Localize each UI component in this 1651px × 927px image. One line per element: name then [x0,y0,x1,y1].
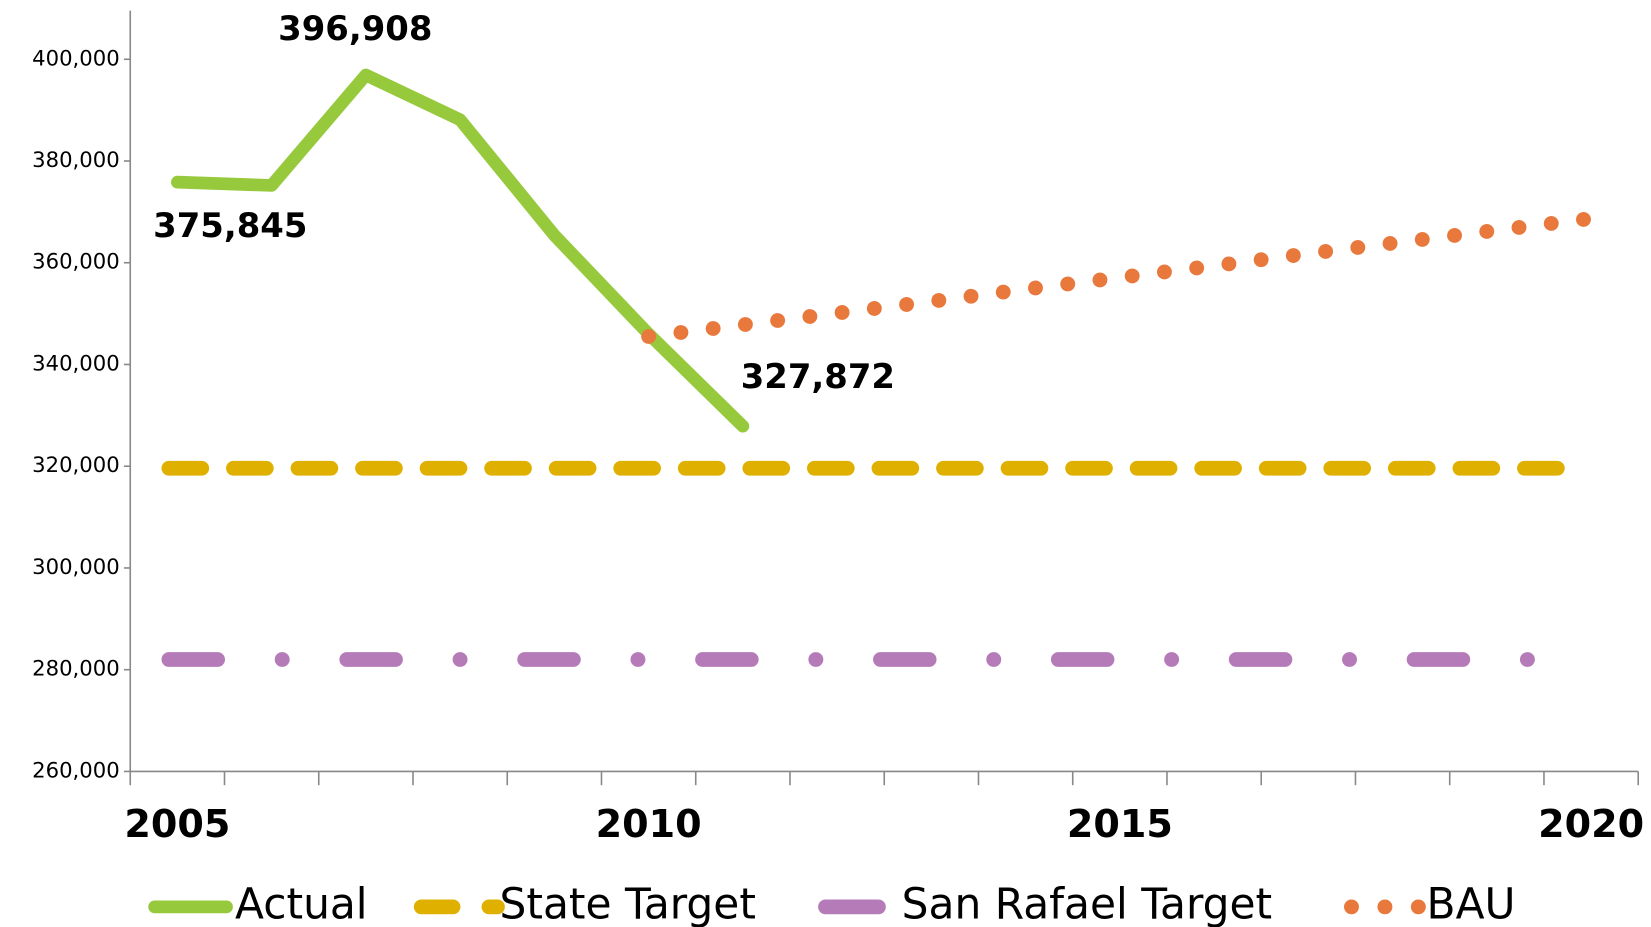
x-tick-label: 2020 [1538,802,1644,846]
data-label: 375,845 [153,206,307,245]
legend-label: San Rafael Target [902,879,1272,927]
y-tick-label: 300,000 [32,554,120,579]
y-tick-label: 320,000 [32,452,120,477]
y-tick-label: 280,000 [32,656,120,681]
y-tick-label: 380,000 [32,147,120,172]
series-line [641,211,1599,344]
legend-label: BAU [1427,879,1516,927]
legend-label: Actual [235,879,368,927]
x-tick-label: 2005 [124,802,230,846]
y-tick-label: 260,000 [32,757,120,782]
data-label: 396,908 [278,9,432,48]
legend-label: State Target [500,879,756,927]
x-tick-label: 2010 [596,802,702,846]
y-tick-label: 360,000 [32,249,120,274]
y-tick-label: 400,000 [32,45,120,70]
x-tick-label: 2015 [1067,802,1173,846]
series-line [171,68,750,433]
y-tick-label: 340,000 [32,350,120,375]
data-label: 327,872 [741,357,895,396]
